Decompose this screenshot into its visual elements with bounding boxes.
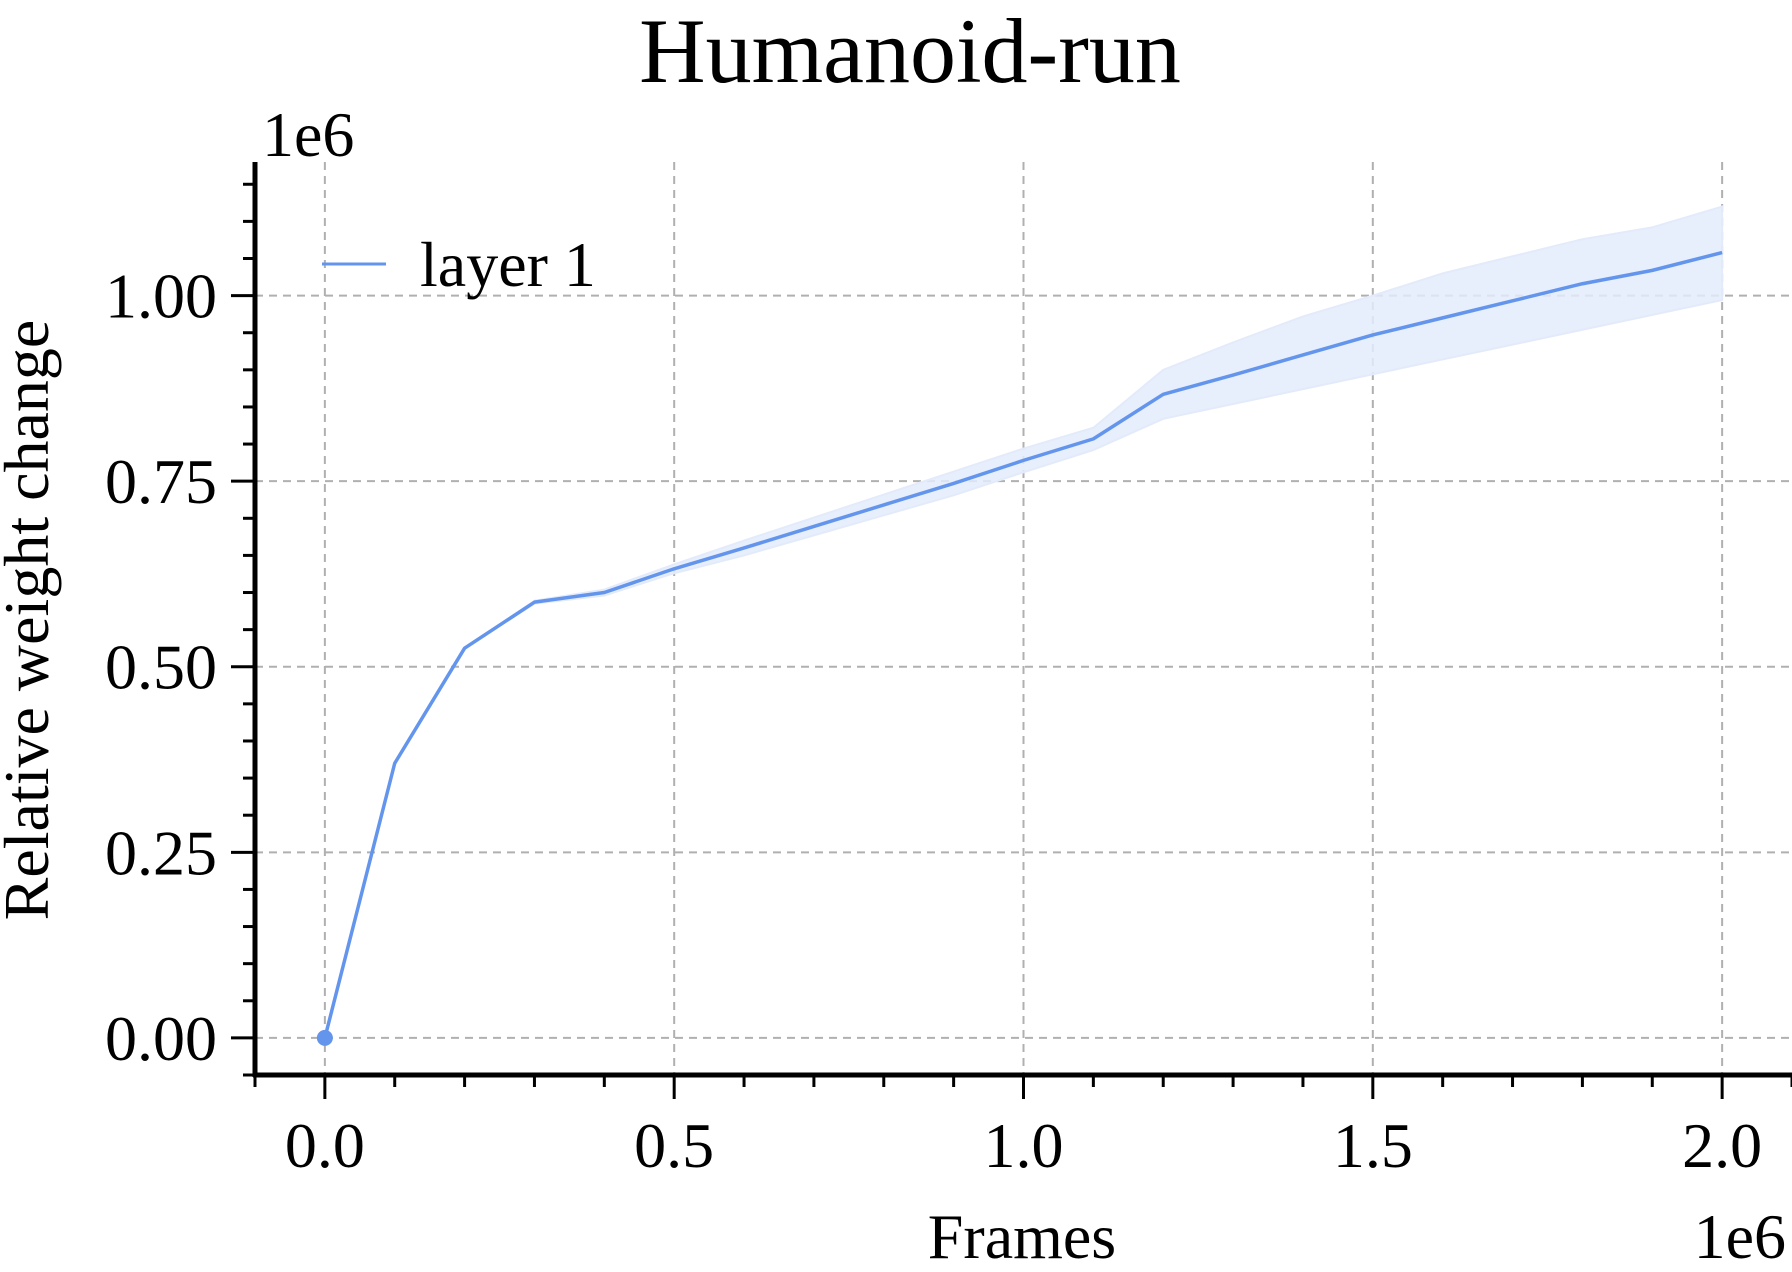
series-layer [316,250,1723,1046]
y-tick-label: 0.75 [105,446,217,517]
x-tick-label: 1.5 [1333,1110,1413,1181]
x-tick-label: 0.5 [634,1110,714,1181]
x-axis-label: Frames [928,1201,1116,1272]
y-tick-label: 0.50 [105,632,217,703]
x-axis-offset-label: 1e6 [1694,1201,1786,1272]
y-tick-label: 0.25 [105,817,217,888]
y-axis-label: Relative weight change [0,320,62,921]
x-tick-label: 1.0 [984,1110,1064,1181]
x-tick-label: 2.0 [1682,1110,1762,1181]
y-axis-offset-label: 1e6 [262,99,354,170]
chart-title: Humanoid-run [639,0,1181,102]
grid [255,162,1792,1075]
legend: layer 1 [322,229,596,300]
x-tick-label: 0.0 [285,1110,365,1181]
data-point [316,1029,333,1046]
y-tick-label: 1.00 [105,261,217,332]
y-tick-label: 0.00 [105,1003,217,1074]
legend-label-layer-1: layer 1 [420,229,596,300]
axes: 0.0 0.5 1.0 1.5 2.0 0.00 0.25 0.50 0.75 1.00 [105,162,1792,1181]
